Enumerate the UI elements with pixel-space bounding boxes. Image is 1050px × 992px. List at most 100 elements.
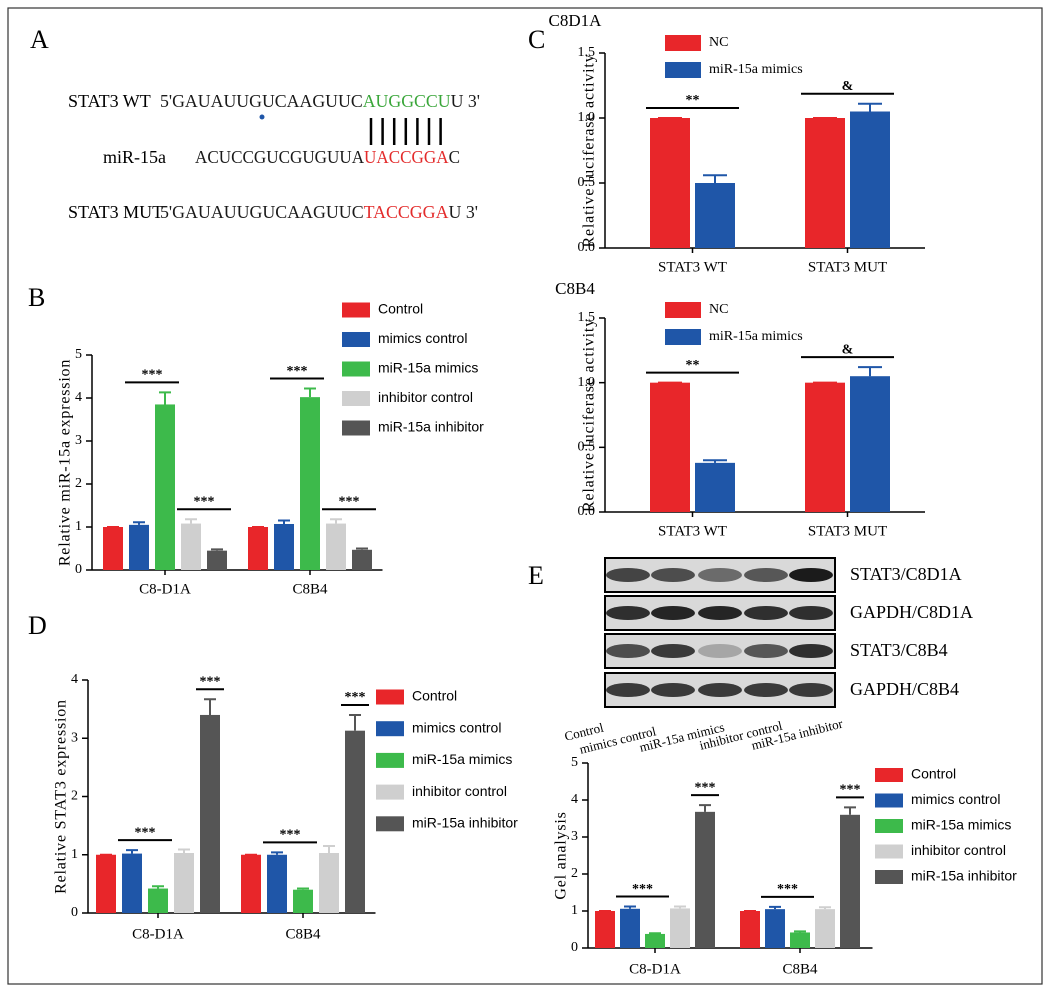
error-bar [297, 887, 309, 890]
legend-swatch [376, 689, 404, 705]
panel-label: C [528, 25, 545, 54]
bar [207, 550, 227, 570]
significance-label: *** [135, 825, 156, 840]
bar [122, 853, 142, 913]
error-bar [356, 547, 368, 550]
error-bar [769, 905, 781, 910]
y-tick-label: 4 [75, 390, 82, 405]
blot-band [744, 606, 788, 620]
bar [241, 854, 261, 913]
sequence-label: miR-15a [103, 147, 166, 167]
blot-band [698, 606, 742, 620]
legend-label: inhibitor control [378, 389, 473, 405]
sequence-segment: U 3' [448, 202, 478, 222]
blot-band [606, 683, 650, 697]
blot-band [651, 606, 695, 620]
significance-label: *** [695, 780, 716, 795]
sequence-segment: AUGGCCU [363, 91, 451, 111]
significance-label: *** [777, 882, 798, 897]
error-bar [211, 548, 223, 551]
legend-label: inhibitor control [412, 783, 507, 799]
bar [650, 118, 690, 248]
bar [695, 811, 715, 948]
bar [850, 111, 890, 248]
legend-label: inhibitor control [911, 842, 1006, 858]
legend-swatch [665, 302, 701, 318]
sequence-segment: ACUCCGUCGUGUUA [195, 147, 364, 167]
legend-swatch [875, 768, 903, 782]
sequence-label: STAT3 WT [68, 91, 151, 111]
sequence-segment: C [449, 147, 460, 167]
y-axis-label: Relative STAT3 expression [53, 699, 70, 894]
bar [595, 911, 615, 948]
error-bar [794, 930, 806, 933]
y-tick-label: 5 [75, 347, 82, 362]
panel-label: B [28, 283, 45, 312]
error-bar [159, 391, 171, 405]
blot-band [744, 568, 788, 582]
sequence: 5'GAUAUUGUCAAGUUCAUGGCCUU 3' [160, 91, 480, 111]
significance-label: *** [632, 882, 653, 897]
sequence-segment: UACCGGA [364, 147, 449, 167]
y-tick-label: 0 [75, 562, 82, 577]
y-tick-label: 1.5 [578, 45, 596, 60]
mismatch-dot [259, 114, 265, 120]
sequence-segment: 5'GAUAUUGUCAAGUUC [160, 91, 363, 111]
bar [103, 527, 123, 570]
error-bar [674, 905, 686, 909]
y-axis-label: Relative miR-15a expression [57, 359, 74, 566]
y-tick-label: 0.0 [578, 240, 596, 255]
blot-band [651, 568, 695, 582]
x-tick-label: C8B4 [782, 961, 818, 977]
blot-row-label: GAPDH/C8D1A [850, 602, 973, 622]
y-tick-label: 0.5 [578, 440, 596, 455]
y-tick-label: 3 [571, 829, 578, 844]
error-bar [349, 713, 361, 731]
error-bar [703, 174, 727, 183]
sequence-segment: U 3' [451, 91, 480, 111]
chart-title: C8B4 [555, 279, 595, 298]
legend-swatch [376, 784, 404, 800]
panel-label: A [30, 25, 49, 54]
error-bar [152, 885, 164, 889]
bar [670, 908, 690, 948]
bar [815, 909, 835, 948]
significance-label: & [842, 79, 854, 94]
legend-label: mimics control [378, 330, 467, 346]
blot-band [744, 683, 788, 697]
figure-frame [7, 7, 1043, 985]
y-tick-label: 2 [571, 866, 578, 881]
y-tick-label: 1.0 [578, 375, 596, 390]
y-tick-label: 2 [75, 476, 82, 491]
bar [345, 730, 365, 913]
legend-swatch [342, 361, 370, 377]
blot-band [651, 644, 695, 658]
error-bar [330, 518, 342, 524]
bar [695, 183, 735, 248]
error-bar [271, 851, 283, 855]
y-tick-label: 1.0 [578, 110, 596, 125]
legend-label: NC [709, 302, 728, 317]
legend-swatch [875, 819, 903, 833]
x-tick-label: C8-D1A [629, 961, 681, 977]
x-tick-label: STAT3 WT [658, 259, 727, 275]
sequence-segment: 5'GAUAUUGUCAAGUUC [160, 202, 364, 222]
sequence-segment: TACCGGA [364, 202, 449, 222]
sequence-label: STAT3 MUT [68, 202, 163, 222]
legend-label: Control [911, 766, 956, 782]
bar [148, 888, 168, 913]
y-tick-label: 5 [571, 755, 578, 770]
y-tick-label: 1 [71, 847, 78, 862]
x-tick-label: STAT3 MUT [808, 259, 887, 275]
x-tick-label: C8B4 [292, 581, 328, 597]
bar [352, 549, 372, 570]
blot-row-label: STAT3/C8B4 [850, 640, 948, 660]
y-tick-label: 1.5 [578, 310, 596, 325]
blot-band [789, 644, 833, 658]
legend-swatch [665, 329, 701, 345]
significance-label: *** [345, 690, 366, 705]
blot-row-label: GAPDH/C8B4 [850, 679, 959, 699]
y-tick-label: 2 [71, 789, 78, 804]
bar [805, 382, 845, 512]
bar [850, 376, 890, 512]
